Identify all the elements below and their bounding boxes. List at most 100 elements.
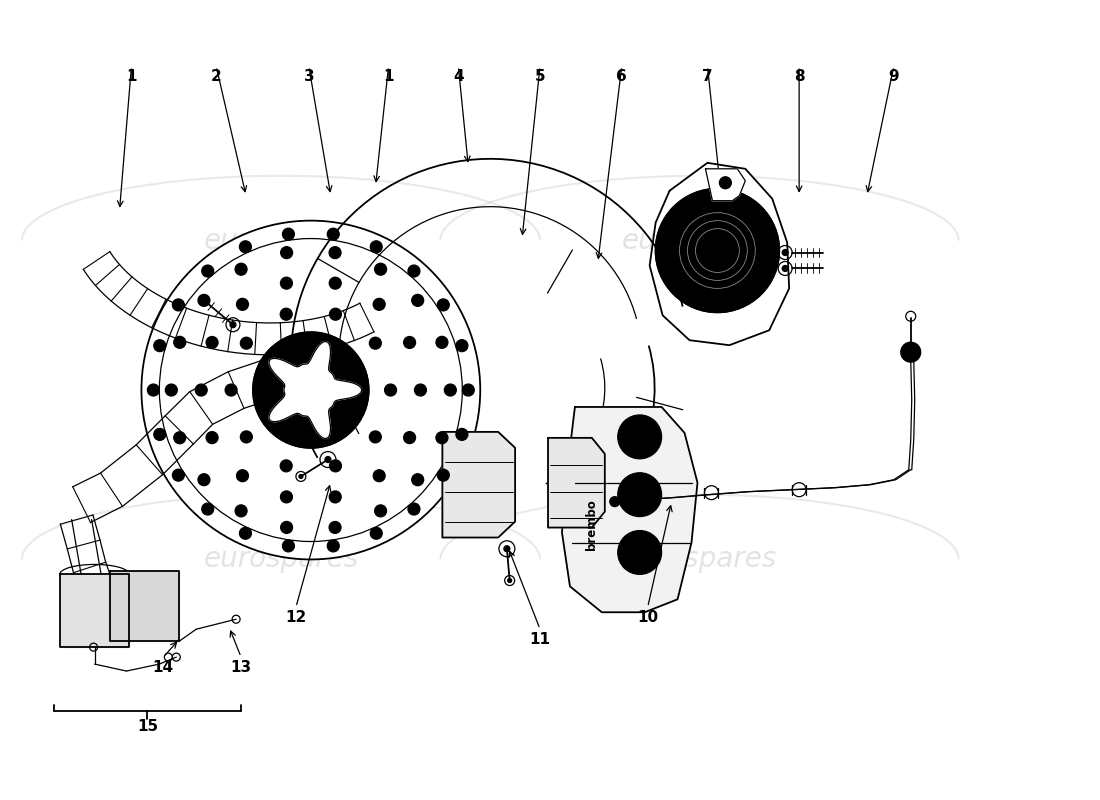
Text: 7: 7: [702, 69, 713, 84]
Text: brembo: brembo: [585, 499, 598, 550]
Circle shape: [230, 322, 236, 328]
Polygon shape: [59, 574, 130, 647]
Text: 14: 14: [153, 659, 174, 674]
Circle shape: [147, 384, 160, 396]
Text: 10: 10: [637, 610, 658, 625]
Circle shape: [206, 432, 218, 443]
Text: 12: 12: [285, 610, 307, 625]
Circle shape: [370, 431, 382, 443]
Circle shape: [444, 384, 456, 396]
Circle shape: [782, 266, 789, 271]
Circle shape: [235, 263, 248, 275]
Text: eurospares: eurospares: [204, 546, 359, 574]
Circle shape: [280, 460, 293, 472]
Circle shape: [201, 503, 213, 515]
Circle shape: [330, 308, 341, 320]
Circle shape: [373, 470, 385, 482]
Circle shape: [415, 384, 427, 396]
Circle shape: [404, 432, 416, 443]
Circle shape: [240, 527, 252, 539]
Circle shape: [436, 336, 448, 348]
Polygon shape: [548, 438, 605, 527]
Circle shape: [174, 336, 186, 348]
Polygon shape: [650, 163, 789, 345]
Text: 8: 8: [794, 69, 804, 84]
Text: 5: 5: [535, 69, 546, 84]
Circle shape: [436, 432, 448, 444]
Circle shape: [371, 527, 382, 539]
Circle shape: [198, 474, 210, 486]
Circle shape: [371, 241, 382, 253]
Circle shape: [280, 491, 293, 503]
Circle shape: [154, 340, 166, 352]
Circle shape: [329, 491, 341, 503]
Text: eurospares: eurospares: [204, 226, 359, 254]
Circle shape: [236, 298, 249, 310]
Circle shape: [329, 277, 341, 289]
Text: 1: 1: [126, 69, 136, 84]
Circle shape: [226, 384, 238, 396]
Text: 15: 15: [136, 719, 158, 734]
Circle shape: [329, 246, 341, 258]
Polygon shape: [270, 342, 362, 438]
Polygon shape: [110, 571, 179, 641]
Text: 11: 11: [529, 632, 550, 646]
Circle shape: [329, 522, 341, 534]
Text: eurospares: eurospares: [621, 226, 777, 254]
Text: 1: 1: [383, 69, 394, 84]
Polygon shape: [562, 407, 697, 612]
Circle shape: [142, 221, 481, 559]
Text: 6: 6: [616, 69, 627, 84]
Circle shape: [609, 497, 619, 506]
Circle shape: [253, 332, 368, 448]
Circle shape: [618, 473, 661, 517]
Circle shape: [618, 530, 661, 574]
Circle shape: [324, 457, 331, 462]
Circle shape: [299, 474, 303, 478]
Circle shape: [408, 265, 420, 277]
Circle shape: [375, 263, 386, 275]
Circle shape: [283, 228, 295, 240]
Circle shape: [201, 265, 213, 277]
Text: 13: 13: [231, 659, 252, 674]
Circle shape: [280, 308, 293, 320]
Circle shape: [174, 432, 186, 444]
Circle shape: [154, 429, 166, 440]
Circle shape: [508, 578, 512, 582]
Circle shape: [173, 299, 185, 311]
Circle shape: [334, 346, 344, 356]
Circle shape: [370, 337, 382, 349]
Text: 2: 2: [211, 69, 221, 84]
Circle shape: [165, 384, 177, 396]
Circle shape: [411, 294, 424, 306]
Circle shape: [173, 469, 185, 481]
Circle shape: [462, 384, 474, 396]
Circle shape: [328, 540, 339, 552]
Circle shape: [719, 177, 732, 189]
Circle shape: [328, 228, 339, 240]
Circle shape: [240, 241, 252, 253]
Circle shape: [618, 415, 661, 458]
Text: 3: 3: [304, 69, 315, 84]
Circle shape: [351, 400, 361, 410]
Text: 9: 9: [889, 69, 899, 84]
Circle shape: [195, 384, 207, 396]
Circle shape: [198, 294, 210, 306]
Circle shape: [330, 460, 341, 472]
Circle shape: [235, 505, 248, 517]
Circle shape: [455, 340, 468, 352]
Circle shape: [241, 337, 252, 349]
Text: 4: 4: [453, 69, 463, 84]
Polygon shape: [705, 169, 746, 201]
Circle shape: [236, 470, 249, 482]
Circle shape: [901, 342, 921, 362]
Circle shape: [206, 337, 218, 349]
Circle shape: [280, 277, 293, 289]
Circle shape: [455, 429, 468, 440]
Circle shape: [656, 189, 779, 312]
Circle shape: [277, 346, 288, 356]
Circle shape: [261, 400, 271, 410]
Circle shape: [411, 474, 424, 486]
Circle shape: [438, 299, 449, 311]
Circle shape: [373, 298, 385, 310]
